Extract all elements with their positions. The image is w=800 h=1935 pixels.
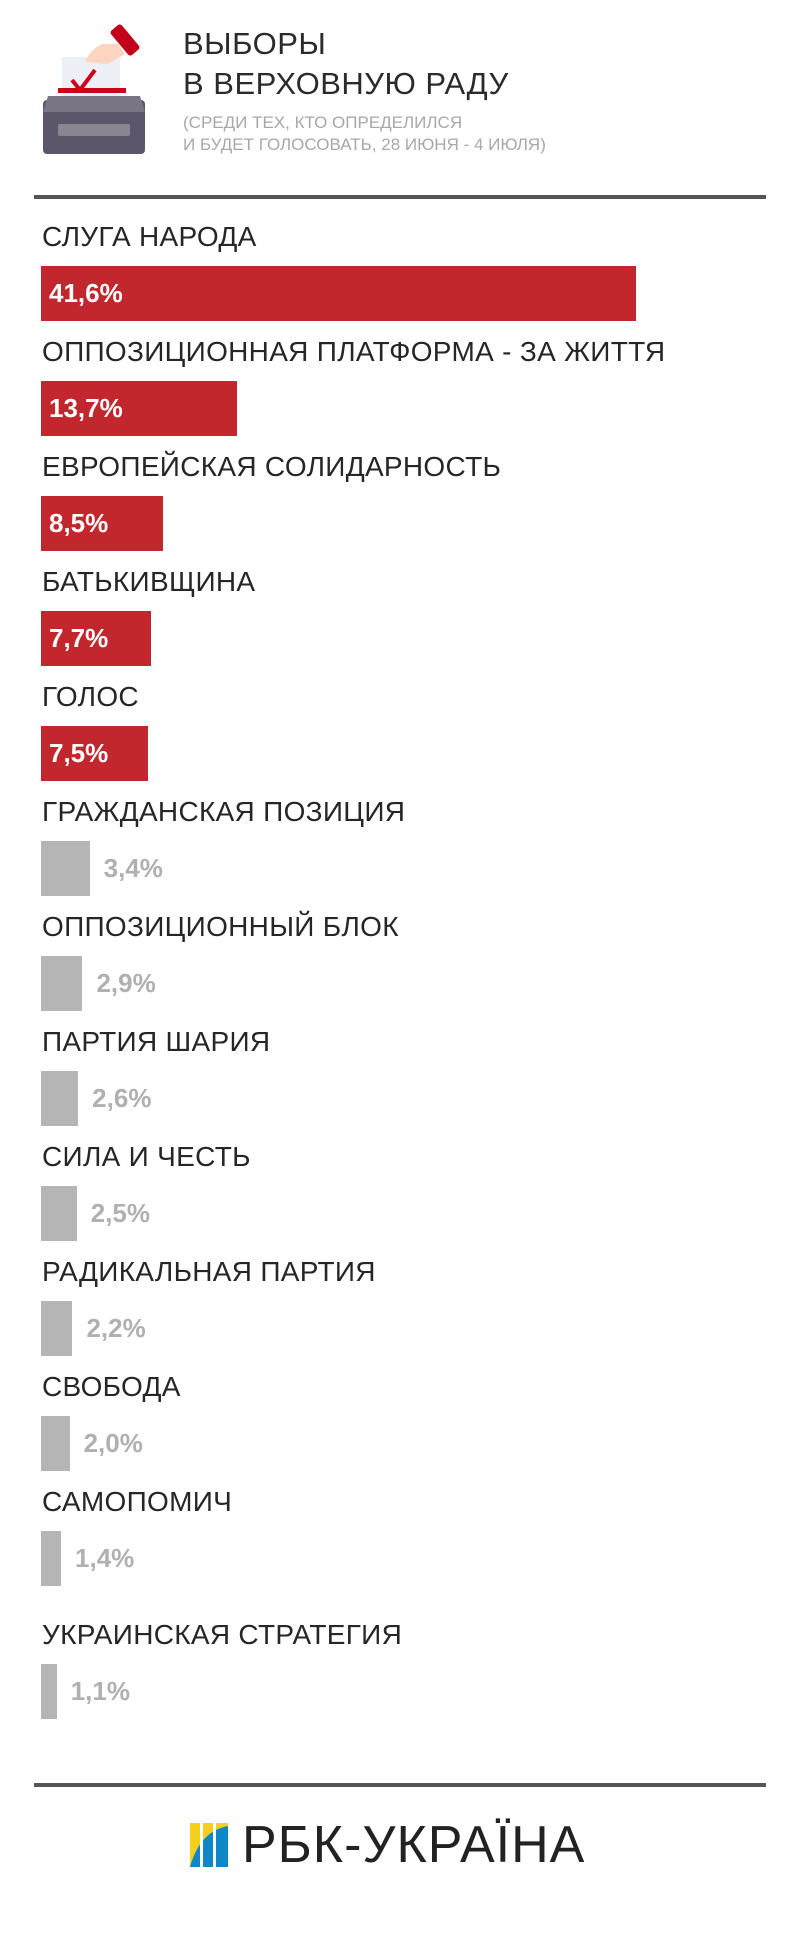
logo-mark-icon — [190, 1823, 228, 1867]
chart-title: ВЫБОРЫ В ВЕРХОВНУЮ РАДУ — [183, 24, 509, 104]
subtitle-line-2: И БУДЕТ ГОЛОСОВАТЬ, 28 ИЮНЯ - 4 ИЮЛЯ) — [183, 135, 546, 154]
value-label: 7,7% — [49, 623, 109, 653]
value-label: 2,5% — [90, 1198, 151, 1228]
bottom-divider — [34, 1783, 766, 1787]
value-label: 7,5% — [49, 738, 109, 768]
category-label: СЛУГА НАРОДА — [42, 221, 257, 252]
bar — [41, 841, 90, 896]
bar — [41, 381, 237, 436]
value-label: 2,2% — [86, 1313, 146, 1343]
bar — [41, 611, 152, 666]
category-label: СВОБОДА — [42, 1371, 181, 1402]
chart-subtitle: (СРЕДИ ТЕХ, КТО ОПРЕДЕЛИЛСЯ И БУДЕТ ГОЛО… — [183, 112, 546, 156]
bar — [41, 1664, 57, 1719]
bar — [41, 726, 149, 781]
bar — [41, 1301, 73, 1356]
category-label: СИЛА И ЧЕСТЬ — [42, 1141, 251, 1172]
value-label: 13,7% — [49, 393, 123, 423]
category-label: БАТЬКИВЩИНА — [42, 566, 256, 597]
category-label: САМОПОМИЧ — [42, 1486, 233, 1517]
title-line-1: ВЫБОРЫ — [183, 26, 327, 61]
logo-text: РБК-УКРАЇНА — [242, 1816, 586, 1874]
title-line-2: В ВЕРХОВНУЮ РАДУ — [183, 66, 509, 101]
bar — [41, 956, 83, 1011]
value-label: 2,6% — [92, 1083, 152, 1113]
category-label: УКРАИНСКАЯ СТРАТЕГИЯ — [42, 1619, 403, 1650]
category-label: ОППОЗИЦИОННАЯ ПЛАТФОРМА - ЗА ЖИТТЯ — [42, 336, 666, 367]
bar — [41, 496, 163, 551]
category-label: ЕВРОПЕЙСКАЯ СОЛИДАРНОСТЬ — [42, 451, 502, 482]
value-label: 8,5% — [49, 508, 109, 538]
rbc-ukraine-logo: РБК-УКРАЇНА — [190, 1816, 585, 1874]
category-label: ПАРТИЯ ШАРИЯ — [42, 1026, 271, 1057]
category-label: РАДИКАЛЬНАЯ ПАРТИЯ — [42, 1256, 376, 1287]
bar — [41, 266, 636, 321]
bar — [41, 1186, 77, 1241]
value-label: 41,6% — [49, 278, 123, 308]
value-label: 2,0% — [83, 1428, 143, 1458]
subtitle-line-1: (СРЕДИ ТЕХ, КТО ОПРЕДЕЛИЛСЯ — [183, 113, 463, 132]
value-label: 1,1% — [70, 1676, 130, 1706]
bar — [41, 1416, 70, 1471]
category-label: ГРАЖДАНСКАЯ ПОЗИЦИЯ — [42, 796, 406, 827]
bar — [41, 1531, 62, 1586]
value-label: 2,9% — [96, 968, 156, 998]
category-label: ГОЛОС — [42, 681, 139, 712]
value-label: 1,4% — [75, 1543, 135, 1573]
value-label: 3,4% — [103, 853, 163, 883]
bar — [41, 1071, 79, 1126]
category-label: ОППОЗИЦИОННЫЙ БЛОК — [42, 911, 399, 942]
top-divider — [34, 195, 766, 199]
ballot-box-icon — [43, 24, 145, 154]
